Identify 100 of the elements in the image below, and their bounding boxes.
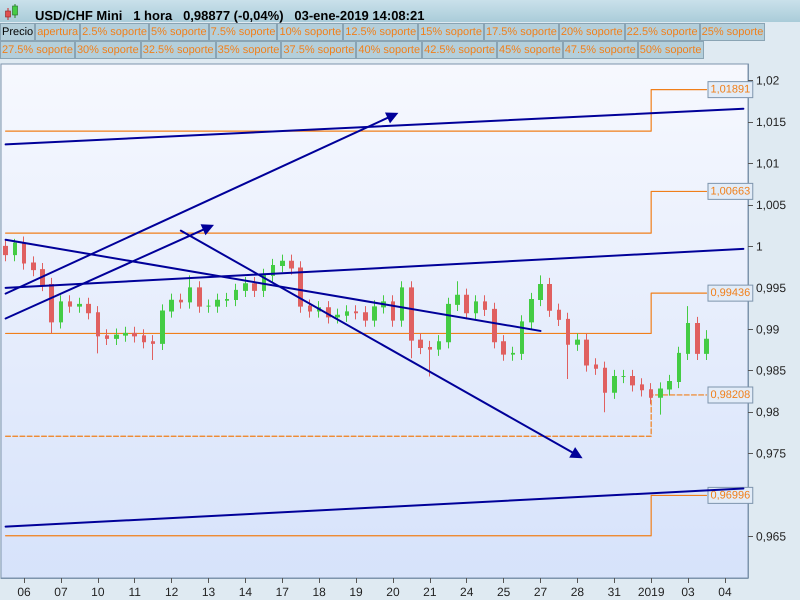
x-tick-label: 12 <box>164 585 179 599</box>
x-tick-label: 2019 <box>638 585 665 599</box>
candlestick <box>428 340 432 378</box>
candlestick <box>151 334 155 360</box>
text: 32.5% soporte <box>140 41 216 59</box>
x-tick-label: 27 <box>534 585 548 599</box>
text: Precio <box>0 23 36 41</box>
candlestick <box>197 280 202 314</box>
x-tick-label: 17 <box>276 585 290 599</box>
y-tick-label: 0,98 <box>756 405 780 420</box>
text: 12.5% soporte <box>343 23 418 41</box>
candlestick <box>547 277 552 318</box>
candlestick <box>363 306 368 328</box>
x-tick-label: 06 <box>17 585 32 599</box>
candlestick <box>695 316 700 360</box>
candlestick <box>188 274 192 310</box>
candlestick <box>105 328 109 346</box>
candlestick <box>308 298 312 318</box>
x-tick-label: 07 <box>54 585 68 599</box>
candlestick <box>68 294 72 314</box>
candlestick <box>243 276 248 298</box>
chart-title: USD/CHF Mini 1 hora 0,98877 (-0,04%) 03-ene-2019 14:08:21 <box>35 8 424 23</box>
candlestick <box>667 374 672 396</box>
text: 25% soporte <box>700 23 766 41</box>
candlestick <box>400 280 404 328</box>
text: 47.5% soporte <box>562 41 638 59</box>
x-tick-label: 04 <box>718 585 732 599</box>
y-tick-label: 0,99 <box>756 322 780 336</box>
y-tick-label: 1,015 <box>756 115 786 130</box>
candlestick <box>621 369 626 384</box>
y-tick-label: 1,01 <box>756 156 780 170</box>
x-tick-label: 14 <box>238 585 252 599</box>
candlestick <box>566 312 570 380</box>
candlestick <box>594 358 598 376</box>
candlestick <box>354 304 358 320</box>
text: 27.5% soporte <box>0 41 75 59</box>
candlestick <box>391 294 395 328</box>
candlestick <box>13 238 17 262</box>
candlestick <box>160 304 165 351</box>
text: 37.5% soporte <box>281 41 356 59</box>
candlestick <box>603 361 607 413</box>
y-tick-label: 0,975 <box>756 446 786 461</box>
text: 40% soporte <box>356 41 422 59</box>
candlestick <box>252 276 257 298</box>
text: 22.5% soporte <box>624 23 700 41</box>
candlestick <box>520 314 524 360</box>
candlestick <box>640 378 644 397</box>
candlestick <box>483 294 487 317</box>
data-label: 1,00663 <box>710 185 750 198</box>
text: 5% soporte <box>149 23 209 41</box>
data-label: 0,99436 <box>710 287 750 300</box>
candlestick <box>704 330 709 360</box>
x-tick-label: 21 <box>423 585 437 599</box>
y-tick-label: 0,995 <box>756 280 786 295</box>
candlestick <box>132 326 137 344</box>
candlestick <box>538 274 543 307</box>
text: 10% soporte <box>277 23 344 41</box>
text: 2.5% soporte <box>80 23 149 41</box>
x-tick-label: 28 <box>570 585 584 599</box>
candlestick <box>234 283 238 307</box>
text: 45% soporte <box>497 41 563 59</box>
candlestick <box>179 293 183 310</box>
candlestick <box>86 297 91 320</box>
y-tick-label: 0,965 <box>756 530 786 544</box>
candlestick <box>501 334 506 362</box>
candlestick <box>3 239 8 262</box>
candlestick <box>677 346 681 389</box>
text: 15% soporte <box>418 23 484 41</box>
candlestick <box>686 306 690 360</box>
candlestick <box>96 306 100 354</box>
candlestick <box>169 293 174 318</box>
candlestick <box>206 298 211 314</box>
candlestick <box>511 346 515 362</box>
candlestick <box>142 328 146 349</box>
text: 30% soporte <box>74 41 141 59</box>
candlestick <box>529 292 534 329</box>
candlestick <box>492 302 497 349</box>
data-label: 0,98208 <box>710 388 750 401</box>
candlestick <box>575 332 580 352</box>
text: apertura <box>35 23 80 41</box>
candlestick <box>31 256 36 277</box>
data-label: 1,01891 <box>710 84 750 96</box>
x-tick-label: 24 <box>460 585 474 599</box>
y-tick-label: 1 <box>756 239 763 254</box>
candlestick <box>22 236 26 270</box>
candlestick <box>289 254 294 276</box>
candlestick <box>612 369 617 400</box>
text: 7.5% soporte <box>208 23 278 41</box>
candlestick <box>409 280 414 359</box>
text: 42.5% soporte <box>422 41 498 59</box>
candlestick <box>77 297 82 314</box>
x-tick-label: 25 <box>496 585 511 599</box>
x-tick-label: 20 <box>386 585 400 599</box>
candlestick <box>418 332 423 355</box>
text: 50% soporte <box>638 41 704 59</box>
y-tick-label: 1,02 <box>756 74 780 88</box>
candlestick <box>584 332 589 372</box>
text: 17.5% soporte <box>484 23 559 41</box>
x-tick-label: 31 <box>608 585 622 599</box>
candlestick <box>114 328 119 346</box>
